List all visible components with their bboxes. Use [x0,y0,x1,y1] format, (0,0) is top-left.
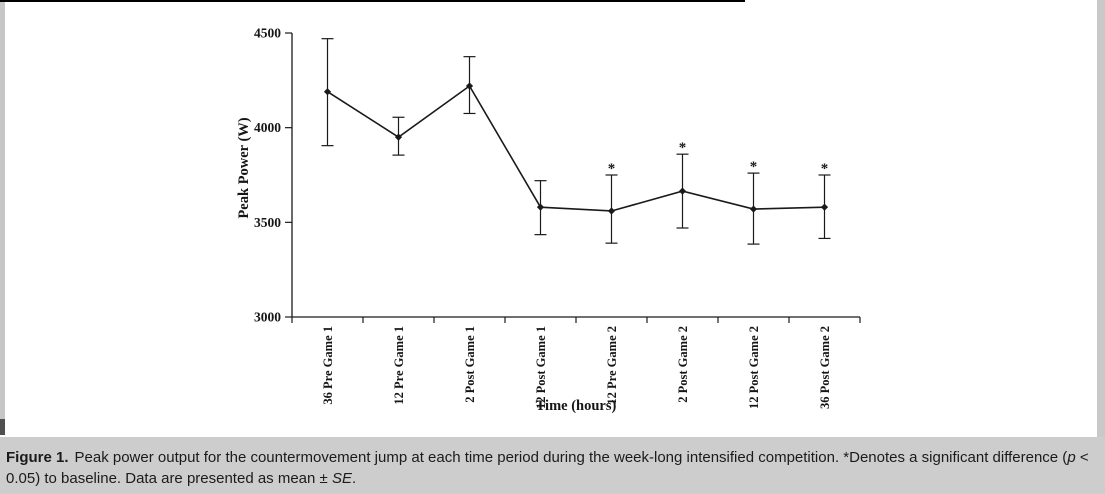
significance-asterisk: * [750,159,758,175]
figure-caption-text-3: . [351,470,357,487]
peak-power-line-chart: 3000 3500 4000 4500 * * * * 36 Pre Game 1 12 Pre … [236,26,861,414]
data-point-marker [749,205,758,213]
x-category-label: 2 Post Game 2 [676,326,690,403]
x-category-label: 36 Post Game 2 [818,326,832,409]
data-point-marker [323,88,332,96]
x-category-label: 12 Pre Game 2 [605,326,619,405]
x-axis-title: Time (hours) [536,398,617,414]
x-category-label: 12 Post Game 1 [534,326,548,409]
figure-caption-label: Figure 1. [6,449,69,466]
x-category-label: 12 Post Game 2 [747,326,761,409]
y-tick-label: 4500 [254,26,281,41]
data-point-marker [678,187,687,195]
data-point-marker [536,203,545,211]
chart-area: 3000 3500 4000 4500 * * * * 36 Pre Game 1 12 Pre … [236,26,861,414]
scan-right-edge-strip [1097,0,1105,437]
figure-caption-p-italic: p [1067,449,1076,466]
figure-caption-text-2: < 0.05) to baseline. Data are presented … [6,449,1089,487]
x-category-label: 36 Pre Game 1 [321,326,335,405]
y-tick-label: 4000 [254,120,281,135]
data-point-marker [820,203,829,211]
data-point-marker [607,207,616,215]
scan-left-edge-strip [0,2,5,435]
x-category-label: 12 Pre Game 1 [392,326,406,405]
y-tick-label: 3500 [254,215,281,230]
scan-top-edge-rule [0,0,745,2]
figure-caption-text-1: Peak power output for the countermovemen… [74,449,1068,466]
scan-left-edge-artifact [0,419,5,435]
y-tick-label: 3000 [254,310,281,325]
significance-asterisk: * [608,161,616,177]
significance-asterisk: * [679,140,687,156]
x-category-label: 2 Post Game 1 [463,326,477,403]
significance-asterisk: * [821,161,829,177]
figure-caption: Figure 1. Peak power output for the count… [0,437,1105,494]
y-axis-title: Peak Power (W) [236,117,252,218]
data-point-marker [465,82,474,90]
series-line [327,84,825,212]
data-point-marker [394,133,403,141]
figure-caption-se-italic: SE [331,470,352,487]
